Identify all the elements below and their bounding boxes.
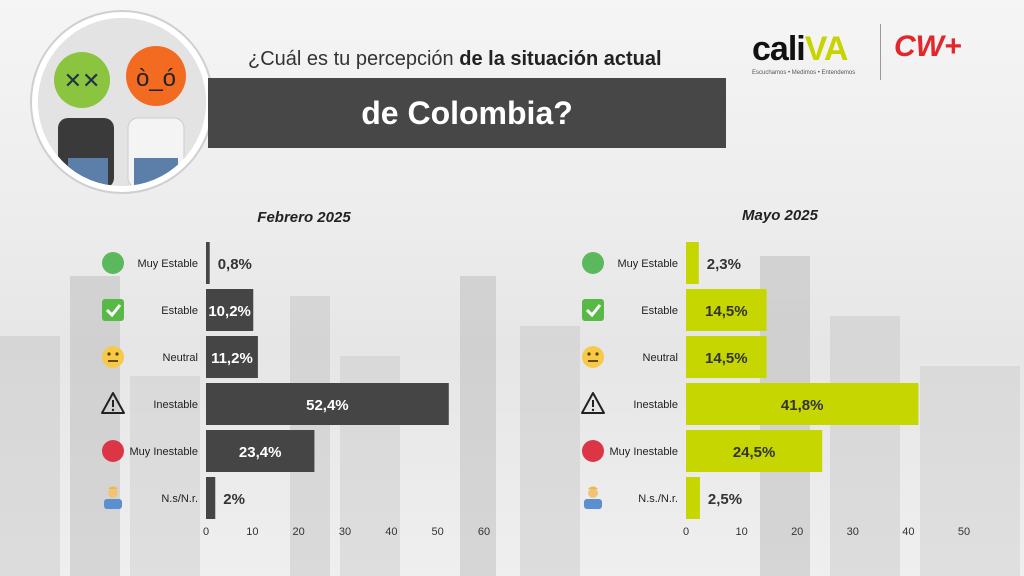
svg-text:✕✕: ✕✕ <box>64 68 101 93</box>
data-label-4: 23,4% <box>239 444 282 461</box>
caliva-logo: caliVA Escuchamos • Medimos • Entendemos <box>752 30 856 76</box>
svg-text:ò_ó: ò_ó <box>136 65 176 92</box>
data-label-5: 2% <box>223 491 245 508</box>
red-circle-icon <box>582 440 604 462</box>
header-photo: ✕✕ ò_ó <box>32 12 212 192</box>
x-tick-label-5: 50 <box>432 526 444 538</box>
x-tick-label-0: 0 <box>203 526 209 538</box>
check-box-icon <box>582 299 604 321</box>
bar-0 <box>686 242 699 284</box>
green-circle-icon <box>582 252 604 274</box>
category-label-4: Muy Inestable <box>130 446 198 458</box>
title-line-1: ¿Cuál es tu percepción de la situación a… <box>248 48 662 70</box>
green-circle-icon <box>102 252 124 274</box>
category-label-2: Neutral <box>163 352 198 364</box>
bar-4 <box>206 430 315 472</box>
data-label-1: 14,5% <box>705 303 748 320</box>
data-label-2: 14,5% <box>705 350 748 367</box>
data-label-3: 52,4% <box>306 397 349 414</box>
person-shrug-icon <box>584 486 602 509</box>
x-tick-label-1: 10 <box>246 526 258 538</box>
title-line-2: de Colombia? <box>361 95 573 131</box>
data-label-0: 0,8% <box>218 256 252 273</box>
category-label-3: Inestable <box>153 399 198 411</box>
x-tick-label-1: 10 <box>735 526 747 538</box>
title-banner <box>208 78 726 148</box>
neutral-face-icon <box>102 346 124 368</box>
cw-plus-logo: CW+ <box>894 30 962 63</box>
warning-triangle-icon <box>581 392 605 414</box>
chart-title-1: Mayo 2025 <box>742 207 819 224</box>
bar-4 <box>686 430 823 472</box>
bar-5 <box>206 477 216 519</box>
category-label-2: Neutral <box>643 352 678 364</box>
category-label-0: Muy Estable <box>137 258 198 270</box>
category-label-4: Muy Inestable <box>610 446 678 458</box>
red-circle-icon <box>102 440 124 462</box>
category-label-1: Estable <box>161 305 198 317</box>
chart-title-0: Febrero 2025 <box>257 209 351 226</box>
category-label-1: Estable <box>641 305 678 317</box>
x-tick-label-0: 0 <box>683 526 689 538</box>
category-label-5: N.s/N.r. <box>161 493 198 505</box>
bar-1 <box>686 289 767 331</box>
warning-triangle-icon <box>101 392 125 414</box>
x-tick-label-6: 60 <box>478 526 490 538</box>
x-tick-label-2: 20 <box>293 526 305 538</box>
data-label-5: 2,5% <box>708 491 742 508</box>
x-tick-label-2: 20 <box>791 526 803 538</box>
people-holding-emoji-signs-illustration: ✕✕ ò_ó <box>38 18 206 186</box>
bar-0 <box>206 242 210 284</box>
check-box-icon <box>102 299 124 321</box>
neutral-face-icon <box>582 346 604 368</box>
x-tick-label-3: 30 <box>847 526 859 538</box>
data-label-3: 41,8% <box>781 397 824 414</box>
category-label-5: N.s./N.r. <box>638 493 678 505</box>
x-tick-label-5: 50 <box>958 526 970 538</box>
bar-2 <box>206 336 258 378</box>
data-label-4: 24,5% <box>733 444 776 461</box>
category-label-3: Inestable <box>633 399 678 411</box>
x-tick-label-4: 40 <box>902 526 914 538</box>
bar-3 <box>686 383 919 425</box>
logo-divider <box>880 24 881 80</box>
bar-1 <box>206 289 254 331</box>
bar-5 <box>686 477 700 519</box>
bar-2 <box>686 336 767 378</box>
category-label-0: Muy Estable <box>617 258 678 270</box>
data-label-1: 10,2% <box>208 303 251 320</box>
bar-3 <box>206 383 449 425</box>
x-tick-label-3: 30 <box>339 526 351 538</box>
person-shrug-icon <box>104 486 122 509</box>
x-tick-label-4: 40 <box>385 526 397 538</box>
data-label-0: 2,3% <box>707 256 741 273</box>
data-label-2: 11,2% <box>211 350 253 367</box>
